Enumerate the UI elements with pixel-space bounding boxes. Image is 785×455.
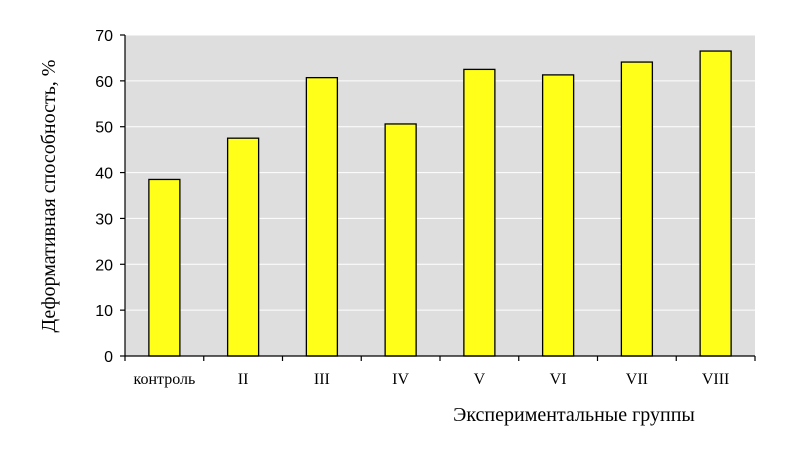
y-tick-label: 40 <box>95 166 113 183</box>
x-tick-label: II <box>238 371 249 388</box>
x-tick-label: IV <box>392 371 409 388</box>
bar <box>699 50 732 357</box>
y-tick-labels: 0 10 20 30 40 50 60 70 <box>95 28 113 366</box>
y-axis-title: Деформативная способность, % <box>38 60 60 333</box>
x-tick-label: III <box>314 371 330 388</box>
plot-area <box>125 35 755 356</box>
x-tick-label: V <box>474 371 486 388</box>
y-tick-label: 10 <box>95 303 113 320</box>
x-tick-label: VII <box>626 371 648 388</box>
bar <box>384 123 417 357</box>
axes <box>120 34 756 361</box>
bar <box>541 74 575 357</box>
bar <box>226 137 260 357</box>
x-tick-label: VIII <box>702 371 730 388</box>
bar <box>620 61 654 357</box>
x-axis-title: Экспериментальные группы <box>453 404 695 426</box>
y-tick-label: 50 <box>95 120 113 137</box>
y-tick-label: 60 <box>95 74 113 91</box>
x-tick-labels: контроль II III IV V VI VII VIII <box>133 371 729 388</box>
y-tick-label: 70 <box>95 28 113 45</box>
y-tick-label: 0 <box>104 349 113 366</box>
y-tick-label: 30 <box>95 211 113 228</box>
bar <box>463 68 496 357</box>
bar <box>305 76 339 357</box>
bars <box>148 50 732 357</box>
x-tick-label: контроль <box>133 371 195 388</box>
y-tick-label: 20 <box>95 257 113 274</box>
x-tick-label: VI <box>550 371 567 388</box>
bar <box>148 178 181 357</box>
